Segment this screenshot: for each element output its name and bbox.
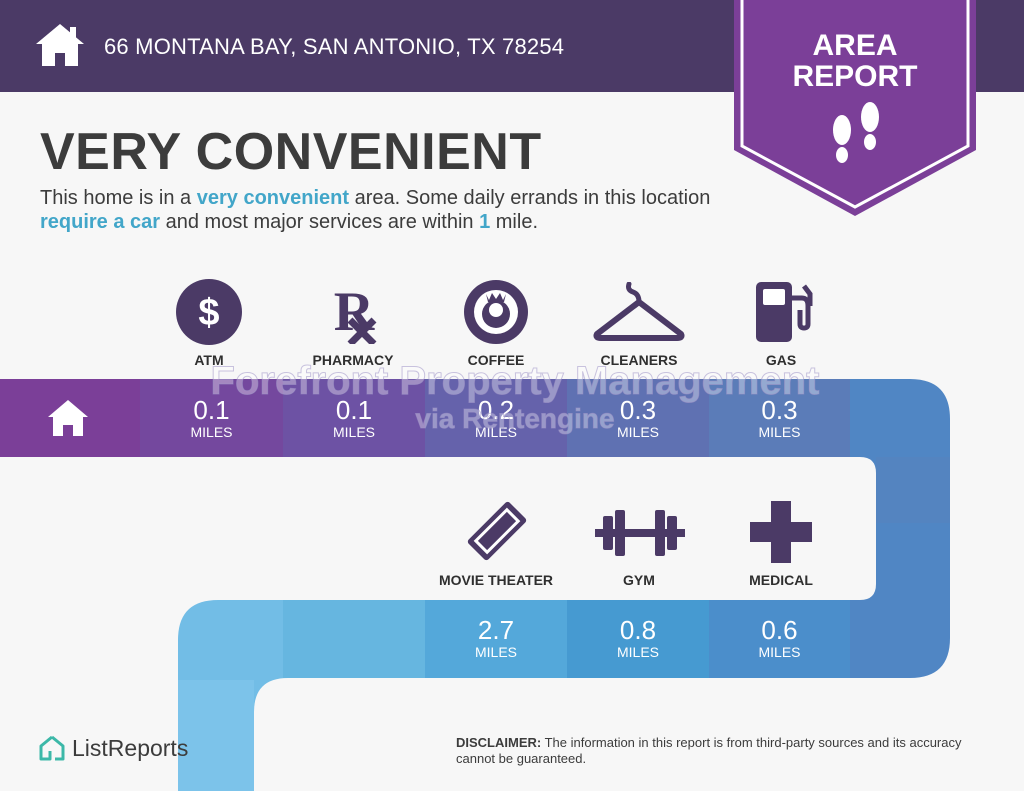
distance-value: 0.1 xyxy=(193,395,230,425)
movie-theater-label: MOVIE THEATER xyxy=(438,572,554,588)
distance-value: 0.2 xyxy=(477,395,515,425)
rx-icon: R xyxy=(334,281,377,344)
distance-value: 0.1 xyxy=(335,395,373,425)
badge-line-1: AREA xyxy=(812,29,898,62)
distance-value: 0.3 xyxy=(761,395,798,425)
pharmacy-label: PHARMACY xyxy=(312,352,394,368)
distance-unit: MILES xyxy=(190,424,233,440)
distance-unit: MILES xyxy=(474,424,517,440)
atm-distance: 0.1 MILES xyxy=(140,396,283,440)
atm-label: ATM xyxy=(194,352,224,368)
gym-distance: 0.8 MILES xyxy=(567,616,709,660)
hanger-icon xyxy=(593,282,685,341)
coffee-label: COFFEE xyxy=(467,352,525,368)
cleaners-distance: 0.3 MILES xyxy=(567,396,709,440)
dumbbell-icon xyxy=(595,510,685,556)
home-icon xyxy=(36,24,84,66)
disclaimer: DISCLAIMER: The information in this repo… xyxy=(456,735,996,767)
page-title: VERY CONVENIENT xyxy=(40,123,542,181)
medical-label: MEDICAL xyxy=(749,572,813,588)
distance-value: 0.6 xyxy=(761,615,798,645)
badge-title: AREA REPORT xyxy=(734,30,976,92)
svg-text:$: $ xyxy=(198,292,219,334)
coffee-distance: 0.2 MILES xyxy=(425,396,567,440)
pharmacy-distance: 0.1 MILES xyxy=(283,396,425,440)
medical-distance: 0.6 MILES xyxy=(709,616,850,660)
distance-value: 0.3 xyxy=(619,395,657,425)
summary-text: This home is in a very convenient area. … xyxy=(40,187,711,233)
distance-value: 0.8 xyxy=(619,615,657,645)
gas-pump-icon xyxy=(756,282,813,342)
movie-theater-distance: 2.7 MILES xyxy=(425,616,567,660)
coffee-logo-icon xyxy=(464,280,528,344)
svg-text:R: R xyxy=(334,281,375,343)
distance-value: 2.7 xyxy=(477,615,515,645)
gym-label: GYM xyxy=(623,572,655,588)
distance-unit: MILES xyxy=(332,424,375,440)
disclaimer-text: The information in this report is from t… xyxy=(456,735,962,766)
medical-cross-icon xyxy=(750,501,812,563)
dollar-icon: $ xyxy=(176,279,242,345)
ticket-icon xyxy=(467,501,527,561)
area-report-badge: AREA REPORT xyxy=(734,0,976,218)
listreports-house-icon xyxy=(39,735,65,761)
gas-distance: 0.3 MILES xyxy=(709,396,850,440)
distance-unit: MILES xyxy=(758,644,801,660)
distance-unit: MILES xyxy=(616,424,659,440)
disclaimer-label: DISCLAIMER: xyxy=(456,735,542,750)
footsteps-icon xyxy=(833,102,879,163)
property-address: 66 MONTANA BAY, SAN ANTONIO, TX 78254 xyxy=(104,34,565,59)
cleaners-label: CLEANERS xyxy=(600,352,678,368)
distance-unit: MILES xyxy=(474,644,517,660)
distance-unit: MILES xyxy=(616,644,659,660)
listreports-logo[interactable]: ListReports xyxy=(38,734,188,762)
gas-label: GAS xyxy=(765,352,797,368)
badge-line-2: REPORT xyxy=(792,60,918,93)
brand-name: ListReports xyxy=(72,734,189,761)
start-home-icon xyxy=(48,400,88,436)
distance-unit: MILES xyxy=(758,424,801,440)
